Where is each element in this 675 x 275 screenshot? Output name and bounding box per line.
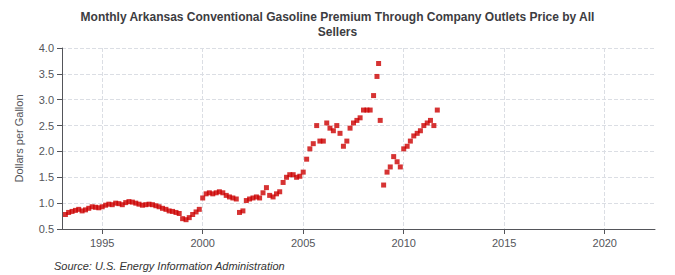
svg-text:1995: 1995 xyxy=(90,237,114,249)
svg-text:Source: U.S. Energy Informatio: Source: U.S. Energy Information Administ… xyxy=(54,260,285,272)
svg-text:2000: 2000 xyxy=(190,237,214,249)
svg-text:3.0: 3.0 xyxy=(39,94,54,106)
svg-text:1.5: 1.5 xyxy=(39,171,54,183)
svg-text:4.0: 4.0 xyxy=(39,42,54,54)
svg-text:2010: 2010 xyxy=(391,237,415,249)
svg-text:3.5: 3.5 xyxy=(39,68,54,80)
svg-text:2.0: 2.0 xyxy=(39,145,54,157)
svg-text:2020: 2020 xyxy=(593,237,617,249)
svg-text:2015: 2015 xyxy=(492,237,516,249)
svg-text:2.5: 2.5 xyxy=(39,120,54,132)
svg-text:Dollars per Gallon: Dollars per Gallon xyxy=(13,94,25,182)
svg-text:Sellers: Sellers xyxy=(318,25,358,39)
svg-text:Monthly Arkansas Conventional: Monthly Arkansas Conventional Gasoline P… xyxy=(81,10,595,24)
svg-text:2005: 2005 xyxy=(291,237,315,249)
svg-text:1.0: 1.0 xyxy=(39,197,54,209)
svg-text:0.5: 0.5 xyxy=(39,223,54,235)
